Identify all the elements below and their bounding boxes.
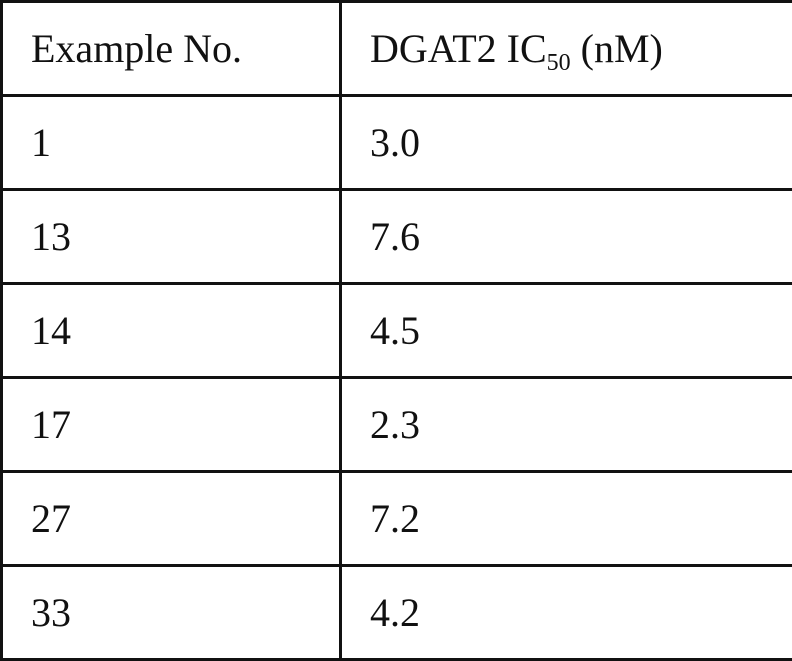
cell-ic50: 2.3 <box>341 378 792 472</box>
header-ic50-prefix: DGAT2 IC <box>370 26 547 71</box>
header-example-label: Example No. <box>31 26 242 71</box>
header-ic50-subscript: 50 <box>547 50 571 76</box>
cell-ic50: 7.6 <box>341 190 792 284</box>
cell-ic50: 4.5 <box>341 284 792 378</box>
cell-example: 1 <box>2 96 341 190</box>
table-row: 17 2.3 <box>2 378 792 472</box>
table-row: 14 4.5 <box>2 284 792 378</box>
cell-example: 13 <box>2 190 341 284</box>
cell-ic50: 4.2 <box>341 566 792 660</box>
cell-example: 27 <box>2 472 341 566</box>
table-row: 27 7.2 <box>2 472 792 566</box>
header-example-no: Example No. <box>2 2 341 96</box>
cell-example: 14 <box>2 284 341 378</box>
table-row: 33 4.2 <box>2 566 792 660</box>
cell-example: 33 <box>2 566 341 660</box>
table-row: 1 3.0 <box>2 96 792 190</box>
header-ic50: DGAT2 IC50 (nM) <box>341 2 792 96</box>
cell-ic50: 7.2 <box>341 472 792 566</box>
cell-example: 17 <box>2 378 341 472</box>
header-ic50-suffix: (nM) <box>571 26 663 71</box>
table-row: 13 7.6 <box>2 190 792 284</box>
header-row: Example No. DGAT2 IC50 (nM) <box>2 2 792 96</box>
cell-ic50: 3.0 <box>341 96 792 190</box>
